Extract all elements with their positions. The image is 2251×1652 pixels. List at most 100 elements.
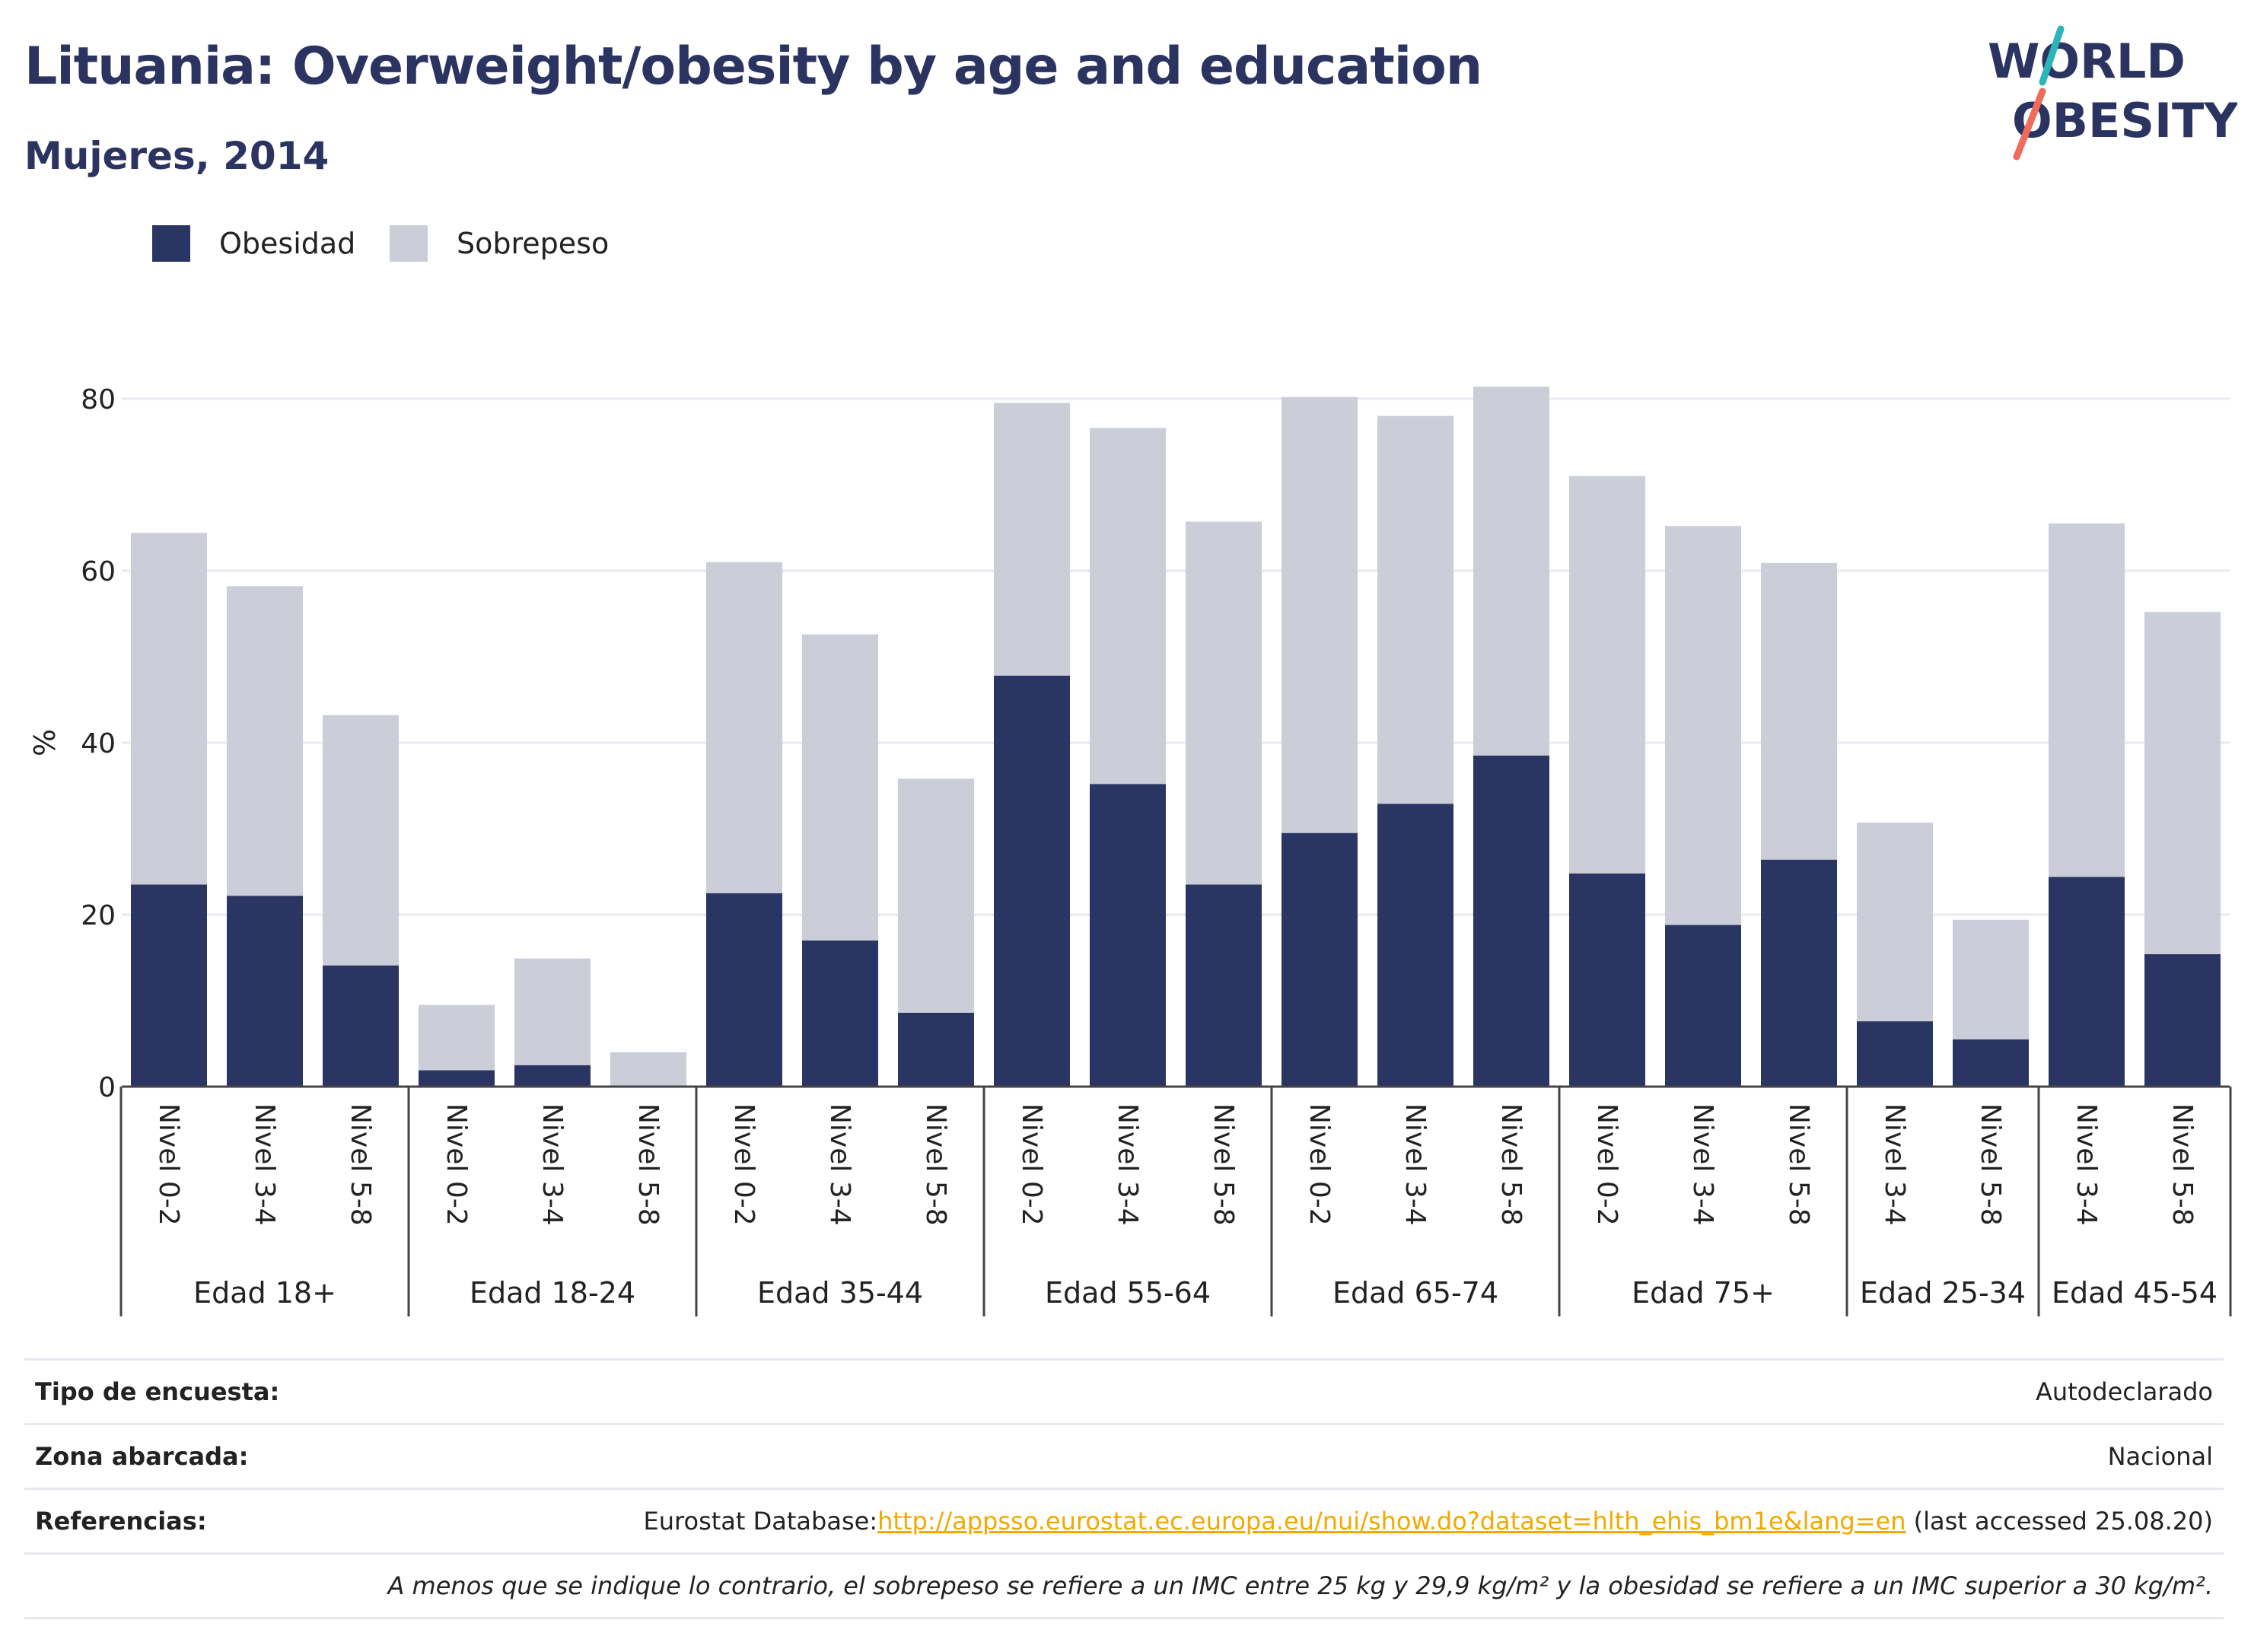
bar-overweight bbox=[1090, 428, 1166, 785]
legend-item-overweight[interactable]: Sobrepeso bbox=[390, 225, 609, 262]
bar-obesity bbox=[227, 896, 303, 1087]
bar-obesity bbox=[898, 1012, 974, 1087]
bar-obesity bbox=[131, 884, 207, 1087]
bar-overweight bbox=[323, 715, 399, 966]
info-row-area: Zona abarcada: Nacional bbox=[24, 1423, 2224, 1488]
x-group-label: Edad 55-64 bbox=[1045, 1276, 1211, 1310]
legend-label-obesity: Obesidad bbox=[219, 227, 356, 260]
bar-overweight bbox=[1569, 476, 1645, 874]
x-group-label: Edad 18+ bbox=[193, 1276, 336, 1310]
area-value: Nacional bbox=[2107, 1442, 2213, 1471]
bar-obesity bbox=[1090, 784, 1166, 1087]
x-category-label: Nivel 3-4 bbox=[249, 1103, 280, 1226]
bar-overweight bbox=[2049, 523, 2125, 877]
area-label: Zona abarcada: bbox=[35, 1442, 249, 1471]
bar-overweight bbox=[1377, 415, 1453, 804]
x-category-label: Nivel 5-8 bbox=[1975, 1103, 2006, 1226]
logo-slash-bottom bbox=[2013, 88, 2046, 161]
bar-overweight bbox=[802, 634, 878, 941]
x-category-label: Nivel 0-2 bbox=[1016, 1103, 1047, 1226]
bar-obesity bbox=[1665, 925, 1741, 1087]
x-category-label: Nivel 3-4 bbox=[1879, 1103, 1910, 1226]
bar-obesity bbox=[1473, 755, 1549, 1087]
references-label: Referencias: bbox=[35, 1507, 207, 1536]
bar-obesity bbox=[1569, 873, 1645, 1087]
bar-overweight bbox=[419, 1004, 495, 1071]
x-group-label: Edad 18-24 bbox=[470, 1276, 635, 1310]
world-obesity-logo: WORLD OBESITY bbox=[1988, 25, 2237, 161]
legend-swatch-obesity bbox=[152, 225, 190, 262]
x-category-label: Nivel 3-4 bbox=[536, 1103, 568, 1226]
y-tick-label: 40 bbox=[81, 728, 116, 759]
bar-overweight bbox=[1473, 387, 1549, 756]
bar-obesity bbox=[1857, 1021, 1933, 1087]
x-category-label: Nivel 3-4 bbox=[1112, 1103, 1143, 1226]
y-tick-label: 20 bbox=[81, 900, 116, 931]
legend-item-obesity[interactable]: Obesidad bbox=[152, 225, 355, 262]
chart-subtitle: Mujeres, 2014 bbox=[24, 134, 330, 178]
bar-obesity bbox=[1282, 832, 1358, 1087]
bar-chart: 0 20 40 60 80% Nivel 0-2 Nivel 3-4 Nivel 5-8 Niv… bbox=[28, 384, 2232, 1316]
x-category-label: Nivel 3-4 bbox=[1399, 1103, 1431, 1226]
bar-obesity bbox=[1953, 1039, 2029, 1087]
bar-obesity bbox=[1186, 884, 1262, 1087]
bar-overweight bbox=[706, 562, 782, 893]
survey-type-label: Tipo de encuesta: bbox=[35, 1377, 280, 1406]
y-tick-label: 60 bbox=[81, 556, 116, 587]
bar-obesity bbox=[2049, 877, 2125, 1087]
bar-obesity bbox=[323, 965, 399, 1087]
survey-type-value: Autodeclarado bbox=[2035, 1377, 2213, 1406]
y-axis-label: % bbox=[28, 729, 62, 756]
bar-obesity bbox=[419, 1070, 495, 1087]
x-category-label: Nivel 0-2 bbox=[1591, 1103, 1622, 1226]
references-prefix: Eurostat Database: bbox=[643, 1507, 878, 1536]
info-row-references: Referencias: Eurostat Database:http://ap… bbox=[24, 1488, 2224, 1552]
bar-overweight bbox=[994, 403, 1070, 676]
bar-overweight bbox=[131, 533, 207, 885]
x-category-label: Nivel 0-2 bbox=[1304, 1103, 1335, 1226]
bar-overweight bbox=[1761, 562, 1837, 860]
x-group-label: Edad 35-44 bbox=[757, 1276, 923, 1310]
y-tick-label: 80 bbox=[81, 384, 116, 415]
x-group-label: Edad 45-54 bbox=[2052, 1276, 2218, 1310]
bar-overweight bbox=[610, 1052, 686, 1087]
x-category-label: Nivel 5-8 bbox=[2167, 1103, 2198, 1226]
info-row-note: A menos que se indique lo contrario, el … bbox=[24, 1552, 2224, 1619]
bar-overweight bbox=[898, 778, 974, 1013]
logo-word-2: OBESITY bbox=[2012, 93, 2237, 148]
legend-label-overweight: Sobrepeso bbox=[457, 227, 610, 260]
x-category-label: Nivel 0-2 bbox=[153, 1103, 184, 1226]
x-category-label: Nivel 3-4 bbox=[2071, 1103, 2102, 1226]
x-category-label: Nivel 5-8 bbox=[1495, 1103, 1527, 1226]
x-category-label: Nivel 5-8 bbox=[920, 1103, 951, 1226]
logo-word-1: WORLD bbox=[1988, 33, 2186, 89]
references-suffix: (last accessed 25.08.20) bbox=[1906, 1507, 2213, 1536]
x-category-label: Nivel 5-8 bbox=[345, 1103, 376, 1226]
x-category-label: Nivel 3-4 bbox=[1687, 1103, 1718, 1226]
definition-note: A menos que se indique lo contrario, el … bbox=[387, 1571, 2213, 1600]
x-category-label: Nivel 0-2 bbox=[728, 1103, 759, 1226]
x-category-label: Nivel 5-8 bbox=[1783, 1103, 1814, 1226]
legend-swatch-overweight bbox=[390, 225, 428, 262]
x-category-label: Nivel 5-8 bbox=[1208, 1103, 1239, 1226]
bar-obesity bbox=[514, 1065, 591, 1087]
bar-obesity bbox=[706, 893, 782, 1087]
bar-overweight bbox=[2144, 612, 2221, 954]
references-link[interactable]: http://appsso.eurostat.ec.europa.eu/nui/… bbox=[877, 1507, 1906, 1536]
bar-obesity bbox=[802, 940, 878, 1087]
bar-overweight bbox=[514, 958, 591, 1065]
x-category-label: Nivel 0-2 bbox=[441, 1103, 472, 1226]
bar-overweight bbox=[1953, 919, 2029, 1039]
bar-obesity bbox=[994, 675, 1070, 1087]
chart-title: Lituania: Overweight/obesity by age and … bbox=[24, 37, 1482, 97]
logo-slash-top bbox=[2039, 25, 2065, 86]
bar-overweight bbox=[1186, 521, 1262, 885]
x-group-label: Edad 75+ bbox=[1632, 1276, 1775, 1310]
info-row-survey-type: Tipo de encuesta: Autodeclarado bbox=[24, 1358, 2224, 1423]
bar-obesity bbox=[1761, 859, 1837, 1087]
info-table: Tipo de encuesta: Autodeclarado Zona aba… bbox=[24, 1358, 2224, 1619]
references-value: Eurostat Database:http://appsso.eurostat… bbox=[644, 1507, 2213, 1536]
bar-overweight bbox=[1665, 526, 1741, 925]
x-category-label: Nivel 5-8 bbox=[632, 1103, 664, 1226]
bar-obesity bbox=[2144, 953, 2221, 1087]
